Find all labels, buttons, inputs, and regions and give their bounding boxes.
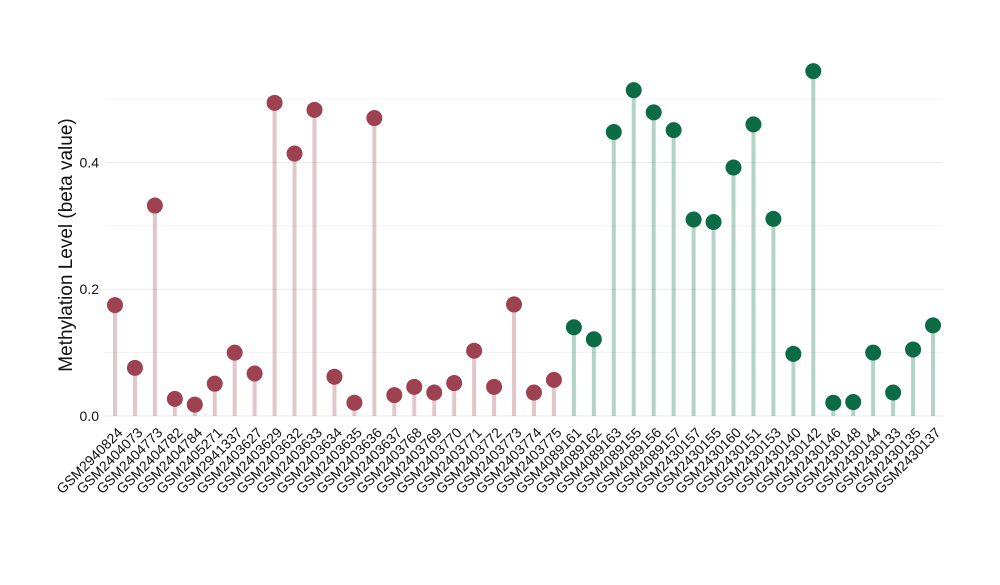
dot [525,384,542,401]
dot [406,378,423,395]
y-tick-label: 0.2 [80,281,100,297]
dot [206,375,223,392]
dot [685,211,702,228]
dot [885,384,902,401]
dot [645,104,662,121]
dot [266,94,283,111]
y-axis-title: Methylation Level (beta value) [56,118,77,371]
dot [446,375,463,392]
y-tick-label: 0.0 [80,408,100,424]
dot [346,394,363,411]
dot [326,368,343,385]
dot [246,365,263,382]
dot [805,63,822,80]
dot [665,122,682,139]
dot [725,159,742,176]
dot [585,331,602,348]
dot [865,344,882,361]
dot [785,345,802,362]
y-tick-label: 0.4 [80,154,100,170]
dot [745,116,762,133]
dot [905,341,922,358]
dot [286,145,303,162]
dot [426,384,443,401]
dot [925,317,942,334]
dot [186,396,203,413]
dot [306,101,323,118]
dot [466,342,483,359]
dot [845,394,862,411]
dot [146,197,163,214]
dot [625,82,642,99]
dot [166,390,183,407]
dot [545,371,562,388]
dot [386,387,403,404]
dot [226,344,243,361]
dot [506,296,523,313]
dot [565,319,582,336]
dot [705,214,722,231]
dot [486,378,503,395]
dot [825,394,842,411]
dot [106,297,123,314]
dot [605,124,622,140]
dot [366,110,383,127]
dot [765,210,782,227]
dot [126,359,143,376]
